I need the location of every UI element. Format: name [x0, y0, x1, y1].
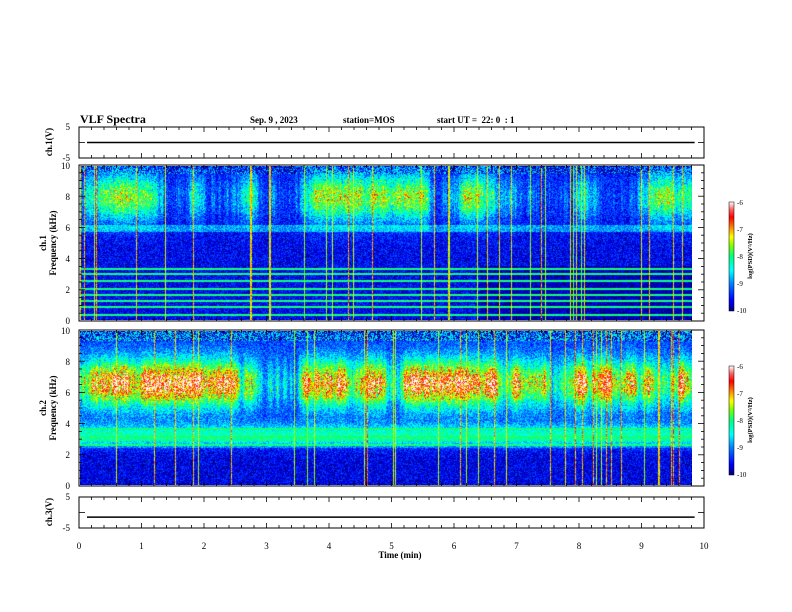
- date-label: Sep. 9 , 2023: [250, 115, 298, 125]
- ch2-channel-label: ch.2: [38, 400, 48, 416]
- ch2-ytick-6: 6: [66, 388, 71, 398]
- xtick-0: 0: [77, 541, 82, 551]
- ch1-cbar-tick-m9: -9: [737, 280, 743, 288]
- ch2-ytick-2: 2: [66, 450, 71, 460]
- ch1-spectrogram-panel: 0 2 4 6 8 10 ch.1 Frequency (kHz): [38, 161, 705, 326]
- ch3-voltage-ticks: [78, 497, 705, 528]
- ch1-cbar-tick-m10: -10: [737, 307, 747, 315]
- ch1-cbar-tick-m8: -8: [737, 253, 743, 261]
- ch1-ytick-10: 10: [61, 161, 71, 171]
- start-time-label: start UT = 22: 0 : 1: [437, 115, 515, 125]
- xtick-1: 1: [139, 541, 144, 551]
- station-label: station=MOS: [343, 115, 395, 125]
- xtick-10: 10: [700, 541, 710, 551]
- ch3-ytick-bottom: -5: [63, 523, 71, 533]
- ch1-frequency-ylabel: Frequency (kHz): [48, 210, 58, 275]
- ch1-ytick-2: 2: [66, 285, 71, 295]
- ch2-spectrogram-canvas: [80, 331, 692, 485]
- xtick-9: 9: [639, 541, 644, 551]
- ch2-cbar-tick-m8: -8: [737, 417, 743, 425]
- x-axis-label: Time (min): [378, 550, 421, 560]
- ch1-voltage-ylabel: ch.1(V): [44, 128, 54, 156]
- ch2-spectrogram-image: [80, 331, 692, 485]
- xtick-8: 8: [577, 541, 582, 551]
- ch1-colorbar-gradient: [728, 201, 735, 312]
- ch1-spectrogram-canvas: [80, 166, 692, 320]
- ch3-voltage-ylabel: ch.3(V): [44, 498, 54, 526]
- ch1-channel-label: ch.1: [38, 235, 48, 251]
- ch1-ytick-top: 5: [66, 122, 71, 132]
- ch1-ytick-6: 6: [66, 223, 71, 233]
- ch2-ytick-4: 4: [66, 419, 71, 429]
- ch2-ytick-10: 10: [61, 326, 71, 336]
- xtick-7: 7: [514, 541, 519, 551]
- ch2-cbar-tick-m9: -9: [737, 444, 743, 452]
- ch2-frequency-ylabel: Frequency (kHz): [48, 375, 58, 440]
- ch2-colorbar-gradient: [728, 365, 735, 476]
- xtick-5: 5: [389, 541, 394, 551]
- ch1-cbar-tick-m7: -7: [737, 226, 743, 234]
- ch2-spectrogram-ticks: [78, 329, 705, 487]
- ch3-ytick-top: 5: [66, 492, 71, 502]
- ch1-spectrogram-image: [80, 166, 692, 320]
- xtick-6: 6: [452, 541, 457, 551]
- ch3-voltage-panel: 5 -5 ch.3(V): [44, 492, 705, 533]
- ch2-spectrogram-panel: 0 2 4 6 8 10 ch.2 Frequency (kHz): [38, 326, 705, 491]
- ch1-ytick-8: 8: [66, 192, 71, 202]
- ch1-voltage-panel: 5 -5 ch.1(V): [44, 122, 705, 163]
- ch2-cbar-tick-m7: -7: [737, 390, 743, 398]
- x-axis: 0 1 2 3 4 5 6 7 8 9 10 Time (min): [77, 541, 709, 560]
- ch1-colorbar-label: log(PSD)(V²/Hz): [747, 233, 754, 279]
- ch1-spectrogram-ticks: [78, 164, 705, 322]
- xtick-4: 4: [327, 541, 332, 551]
- ch1-voltage-ticks: [78, 127, 705, 158]
- ch1-ytick-bottom: -5: [63, 153, 71, 163]
- ch1-ytick-4: 4: [66, 254, 71, 264]
- ch1-cbar-tick-m6: -6: [737, 199, 743, 207]
- ch1-colorbar: -6 -7 -8 -9 -10 log(PSD)(V²/Hz): [728, 199, 754, 315]
- ch2-ytick-8: 8: [66, 357, 71, 367]
- ch2-cbar-tick-m10: -10: [737, 471, 747, 479]
- xtick-3: 3: [264, 541, 269, 551]
- ch2-colorbar-label: log(PSD)(V²/Hz): [747, 397, 754, 443]
- ch2-cbar-tick-m6: -6: [737, 363, 743, 371]
- ch2-colorbar: -6 -7 -8 -9 -10 log(PSD)(V²/Hz): [728, 363, 754, 479]
- xtick-2: 2: [202, 541, 207, 551]
- ch2-ytick-0: 0: [66, 481, 71, 491]
- ch1-ytick-0: 0: [66, 316, 71, 326]
- figure-title: VLF Spectra: [80, 112, 146, 126]
